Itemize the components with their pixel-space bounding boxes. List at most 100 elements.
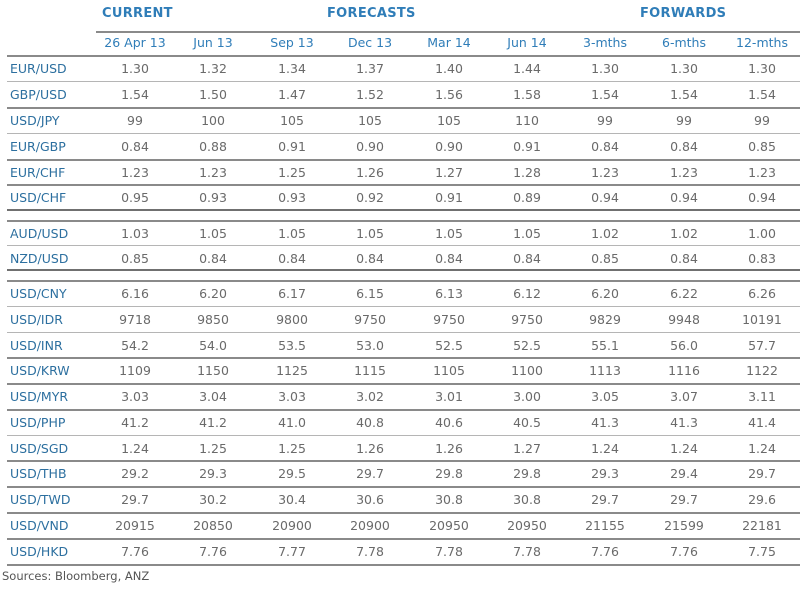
rate-cell: 1.24	[591, 441, 619, 456]
column-header: Dec 13	[347, 35, 393, 50]
table-row: NZD/USD 0.85 0.84 0.84 0.84 0.84 0.84 0.85 0.84 0…	[7, 246, 800, 271]
row-divider	[7, 107, 800, 109]
rate-cell: 29.8	[513, 466, 541, 481]
rate-cell: 99	[676, 113, 692, 128]
currency-pair-label: USD/KRW	[10, 363, 70, 378]
rate-cell: 1100	[511, 363, 543, 378]
rate-cell: 1.47	[278, 87, 306, 102]
currency-pair-label: EUR/USD	[10, 61, 67, 76]
rate-cell: 9718	[119, 312, 151, 327]
rate-cell: 1.26	[435, 441, 463, 456]
rate-cell: 7.76	[199, 544, 227, 559]
group-header-forwards: FORWARDS	[640, 6, 727, 21]
rate-cell: 0.91	[513, 139, 541, 154]
rate-cell: 3.11	[748, 389, 776, 404]
rate-cell: 40.5	[513, 415, 541, 430]
table-row: GBP/USD 1.54 1.50 1.47 1.52 1.56 1.58 1.54 1.54 1…	[7, 82, 800, 107]
rate-cell: 9750	[511, 312, 543, 327]
row-divider	[7, 538, 800, 540]
rate-cell: 6.17	[278, 286, 306, 301]
rate-cell: 1.24	[670, 441, 698, 456]
column-header: Jun 13	[193, 35, 233, 50]
currency-pair-label: GBP/USD	[10, 87, 67, 102]
rate-cell: 0.95	[121, 190, 149, 205]
table-row: USD/THB 29.2 29.3 29.5 29.7 29.8 29.8 29.3 29.4 2…	[7, 461, 800, 486]
rate-cell: 29.5	[278, 466, 306, 481]
rate-cell: 1115	[354, 363, 386, 378]
row-divider	[7, 81, 800, 82]
rate-cell: 1.05	[199, 226, 227, 241]
row-divider	[7, 460, 800, 462]
rate-cell: 0.84	[435, 251, 463, 266]
rate-cell: 7.75	[748, 544, 776, 559]
rate-cell: 41.0	[278, 415, 306, 430]
rate-cell: 3.03	[278, 389, 306, 404]
rate-cell: 3.04	[199, 389, 227, 404]
rate-cell: 105	[437, 113, 461, 128]
rate-cell: 1.23	[591, 165, 619, 180]
rate-cell: 7.78	[513, 544, 541, 559]
rate-cell: 0.84	[670, 139, 698, 154]
rate-cell: 7.76	[591, 544, 619, 559]
rate-cell: 56.0	[670, 338, 698, 353]
rate-cell: 0.91	[278, 139, 306, 154]
rate-cell: 1.27	[435, 165, 463, 180]
rate-cell: 99	[597, 113, 613, 128]
currency-pair-label: USD/MYR	[10, 389, 69, 404]
rate-cell: 1.23	[199, 165, 227, 180]
rate-cell: 1109	[119, 363, 151, 378]
table-row: USD/CHF 0.95 0.93 0.93 0.92 0.91 0.89 0.94 0.94 0…	[7, 185, 800, 210]
rate-cell: 3.01	[435, 389, 463, 404]
rate-cell: 0.90	[356, 139, 384, 154]
table-row: USD/PHP 41.2 41.2 41.0 40.8 40.6 40.5 41.3 41.3 4…	[7, 410, 800, 435]
currency-pair-label: USD/CHF	[10, 190, 67, 205]
row-divider	[7, 486, 800, 488]
group-header-forecasts: FORECASTS	[327, 6, 416, 21]
rate-cell: 1.32	[199, 61, 227, 76]
column-header: Sep 13	[270, 35, 314, 50]
rate-cell: 29.7	[591, 492, 619, 507]
rate-cell: 0.93	[278, 190, 306, 205]
rate-cell: 0.85	[591, 251, 619, 266]
rate-cell: 99	[754, 113, 770, 128]
rate-cell: 1122	[746, 363, 778, 378]
currency-pair-label: EUR/GBP	[10, 139, 66, 154]
column-header: 6-mths	[662, 35, 706, 50]
rate-cell: 1.02	[670, 226, 698, 241]
rate-cell: 1105	[433, 363, 465, 378]
row-divider	[7, 435, 800, 436]
rate-cell: 29.4	[670, 466, 698, 481]
rate-cell: 21155	[585, 518, 625, 533]
rate-cell: 54.2	[121, 338, 149, 353]
rate-cell: 53.0	[356, 338, 384, 353]
currency-pair-label: AUD/USD	[10, 226, 69, 241]
row-divider	[7, 409, 800, 411]
rate-cell: 30.8	[513, 492, 541, 507]
table-row: USD/IDR 9718 9850 9800 9750 9750 9750 9829 9948 1…	[7, 307, 800, 332]
rate-cell: 57.7	[748, 338, 776, 353]
rate-cell: 1.56	[435, 87, 463, 102]
rate-cell: 0.83	[748, 251, 776, 266]
rate-cell: 54.0	[199, 338, 227, 353]
rate-cell: 20915	[115, 518, 155, 533]
rate-cell: 20900	[272, 518, 312, 533]
rate-cell: 1.54	[121, 87, 149, 102]
currency-pair-label: USD/THB	[10, 466, 67, 481]
row-divider	[7, 209, 800, 211]
rate-cell: 1125	[276, 363, 308, 378]
rate-cell: 0.84	[591, 139, 619, 154]
row-divider	[7, 383, 800, 385]
rate-cell: 29.7	[121, 492, 149, 507]
rate-cell: 0.88	[199, 139, 227, 154]
currency-pair-label: USD/PHP	[10, 415, 66, 430]
rate-cell: 99	[127, 113, 143, 128]
rate-cell: 0.84	[513, 251, 541, 266]
table-row: USD/INR 54.2 54.0 53.5 53.0 52.5 52.5 55.1 56.0 5…	[7, 333, 800, 358]
currency-pair-label: USD/INR	[10, 338, 63, 353]
rate-cell: 100	[201, 113, 225, 128]
rate-cell: 7.76	[670, 544, 698, 559]
rate-cell: 1.03	[121, 226, 149, 241]
rate-cell: 1.54	[591, 87, 619, 102]
column-header: Jun 14	[507, 35, 547, 50]
rate-cell: 7.76	[121, 544, 149, 559]
